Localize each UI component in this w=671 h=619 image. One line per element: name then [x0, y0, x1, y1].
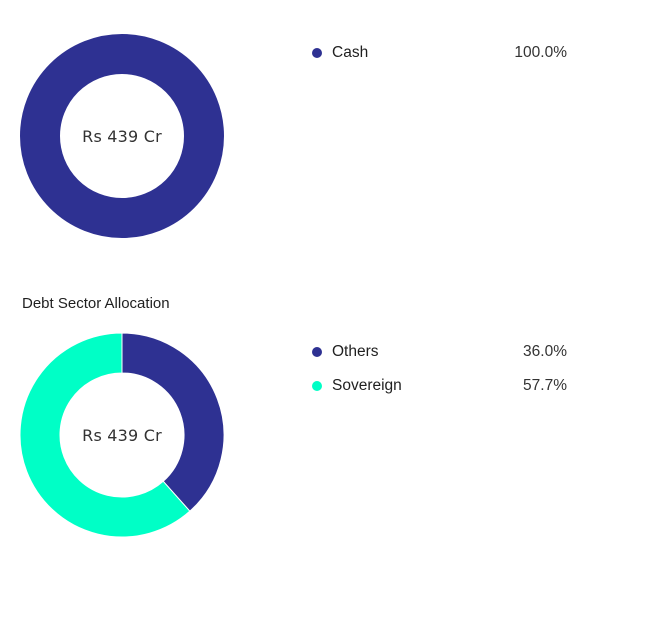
legend-value: 100.0%: [514, 44, 567, 61]
allocation-chart-section: Rs 439 Cr Cash 100.0%: [0, 0, 671, 260]
donut-chart-svg: [20, 34, 224, 238]
donut-chart: Rs 439 Cr: [20, 34, 224, 238]
legend-item: Sovereign 57.7%: [311, 369, 567, 403]
legend-item: Others 36.0%: [311, 335, 567, 369]
legend-label: Others: [332, 343, 379, 360]
donut-slice[interactable]: [20, 34, 224, 238]
section-title: Debt Sector Allocation: [22, 295, 170, 312]
donut-slice[interactable]: [20, 333, 191, 537]
chart-legend: Others 36.0% Sovereign 57.7%: [311, 335, 567, 403]
donut-center-label: Rs 439 Cr: [82, 126, 162, 146]
legend-dot-icon: [312, 381, 322, 391]
donut-chart: Rs 439 Cr: [20, 333, 224, 537]
donut-chart-svg: [20, 333, 224, 537]
debt-sector-allocation-section: Debt Sector Allocation Rs 439 Cr Others …: [0, 290, 671, 550]
chart-legend: Cash 100.0%: [311, 36, 567, 70]
legend-item: Cash 100.0%: [311, 36, 567, 70]
legend-dot-icon: [312, 347, 322, 357]
legend-value: 57.7%: [523, 377, 567, 394]
donut-slice[interactable]: [121, 333, 224, 512]
legend-value: 36.0%: [523, 343, 567, 360]
donut-center-label: Rs 439 Cr: [82, 425, 162, 445]
legend-label: Sovereign: [332, 377, 402, 394]
legend-label: Cash: [332, 44, 369, 61]
legend-dot-icon: [312, 48, 322, 58]
